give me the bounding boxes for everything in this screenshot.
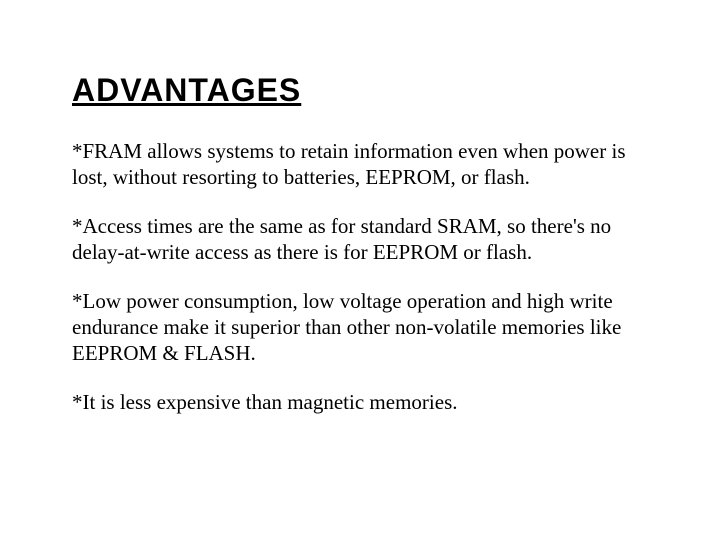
advantage-paragraph: *Low power consumption, low voltage oper…	[72, 289, 650, 366]
advantage-paragraph: *Access times are the same as for standa…	[72, 214, 650, 265]
advantage-paragraph: *It is less expensive than magnetic memo…	[72, 390, 650, 416]
slide: ADVANTAGES *FRAM allows systems to retai…	[0, 0, 720, 540]
advantage-paragraph: *FRAM allows systems to retain informati…	[72, 139, 650, 190]
slide-title: ADVANTAGES	[72, 72, 650, 109]
